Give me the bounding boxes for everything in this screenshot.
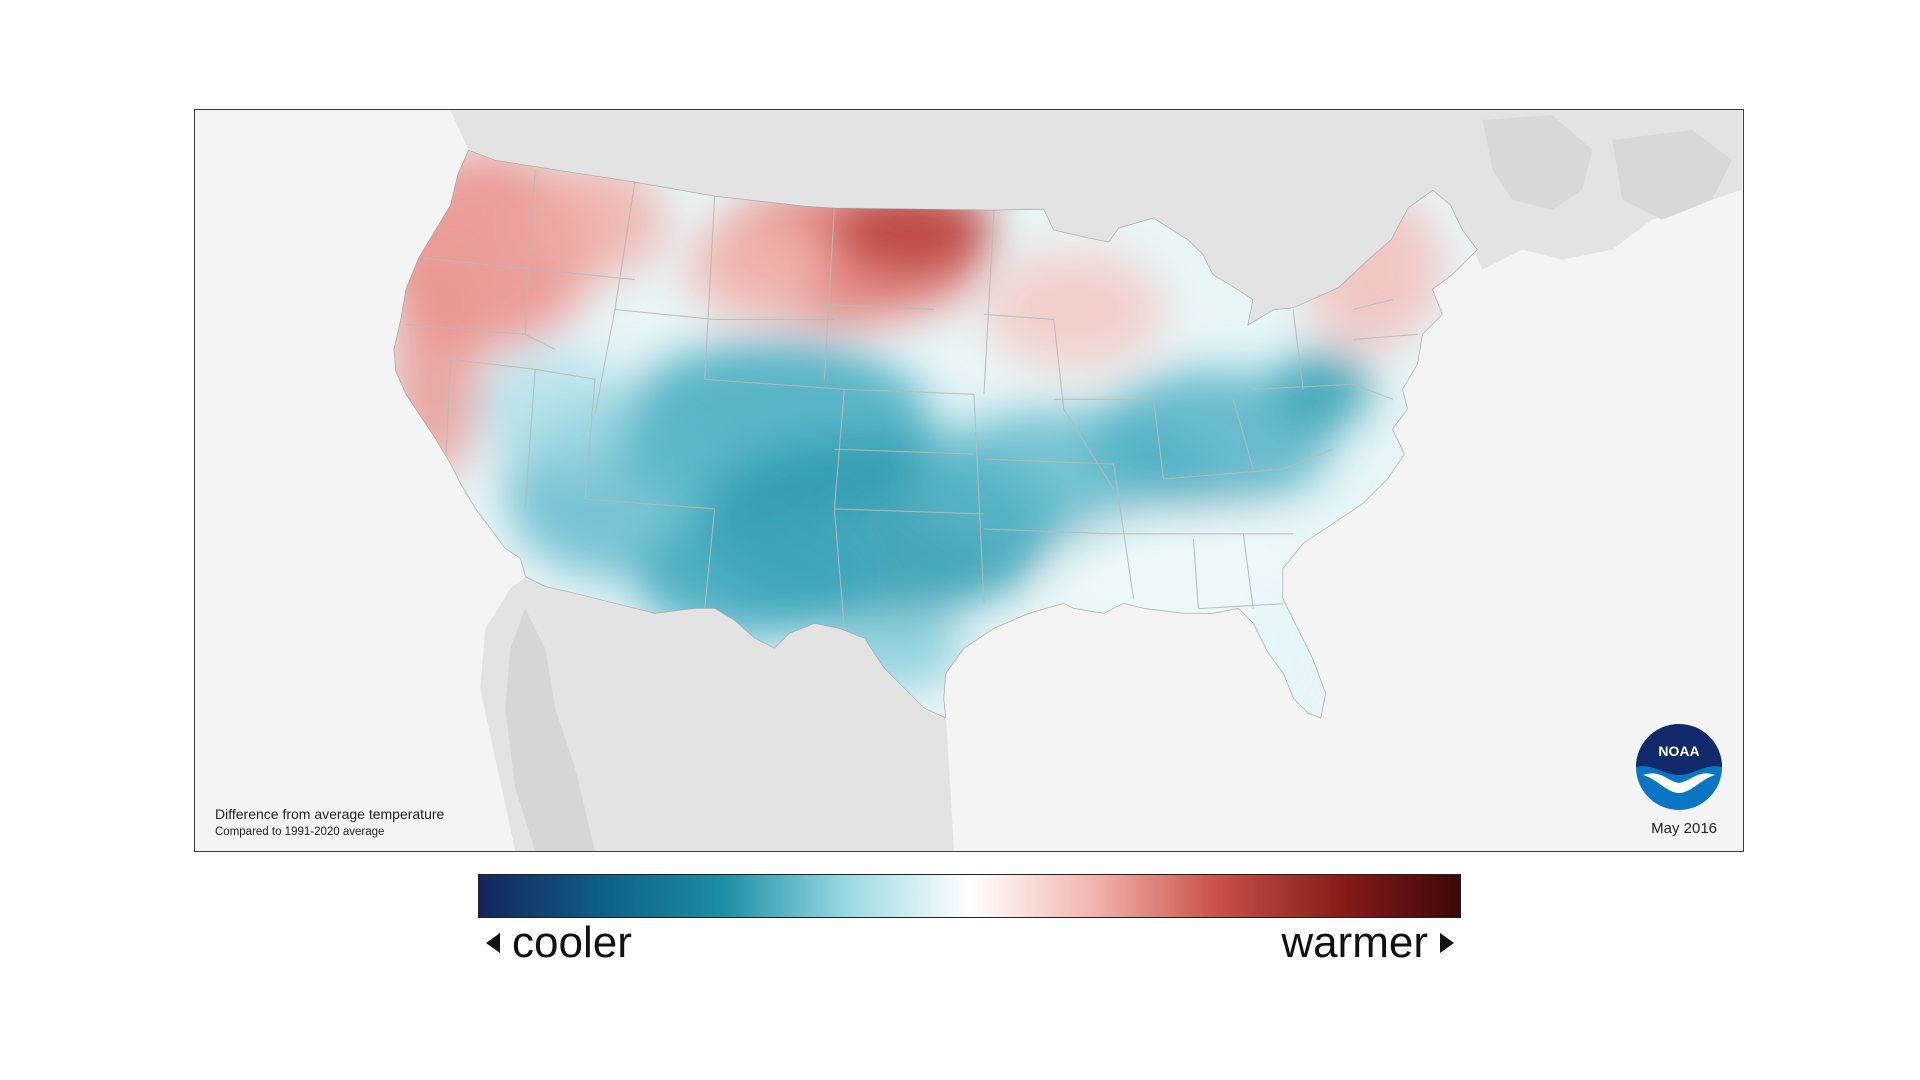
right-arrow-icon [1440,933,1454,953]
legend-warmer-label: warmer [1281,918,1428,967]
temperature-anomaly-map [393,110,1742,851]
map-frame: Difference from average temperature Comp… [194,109,1744,852]
map-caption-subtitle: Compared to 1991-2020 average [215,826,385,838]
color-scale-bar [478,874,1461,918]
legend-cooler: cooler [486,918,632,968]
legend-warmer: warmer [1281,918,1454,968]
left-arrow-icon [486,933,500,953]
noaa-logo: NOAA [1636,724,1722,810]
surrounding-land [450,110,1742,851]
noaa-logo-text: NOAA [1658,743,1699,759]
map-caption-title: Difference from average temperature [215,806,445,822]
legend-cooler-label: cooler [512,918,632,967]
map-date: May 2016 [1651,820,1717,837]
state-borders [405,169,1418,629]
